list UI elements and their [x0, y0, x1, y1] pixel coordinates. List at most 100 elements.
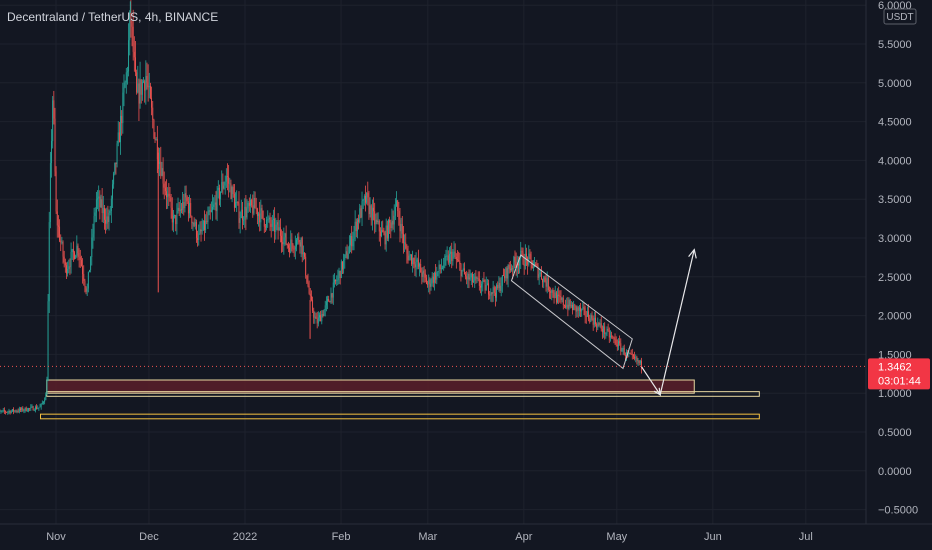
candle [355, 218, 357, 238]
candle [147, 64, 149, 102]
candle-body [529, 253, 531, 255]
candle-body [398, 210, 400, 220]
candle-body [513, 256, 515, 270]
candle-body [112, 184, 113, 199]
candle [427, 280, 429, 288]
candle-body [477, 277, 479, 279]
candle [477, 271, 479, 282]
candle [400, 217, 402, 239]
candle [447, 250, 449, 265]
candle-body [241, 209, 243, 220]
candle [316, 311, 318, 329]
candle-body [94, 212, 96, 216]
candle [161, 161, 163, 177]
candle-body [337, 275, 339, 281]
candle [24, 407, 26, 413]
candle [639, 359, 641, 366]
candle-body [254, 197, 256, 209]
candle-body [565, 305, 567, 308]
candle [401, 216, 403, 244]
candle [297, 233, 299, 245]
candle [5, 410, 6, 415]
candle [537, 263, 539, 281]
candle-body [488, 283, 489, 295]
candle [92, 223, 94, 249]
candle-body [131, 23, 133, 27]
candle [302, 245, 304, 261]
candle [214, 195, 216, 211]
candle-body [167, 193, 169, 198]
candle-body [72, 249, 74, 253]
candle-body [175, 215, 177, 225]
candle [416, 257, 418, 270]
candle [356, 218, 358, 239]
candle [565, 299, 567, 309]
candle-body [197, 237, 199, 241]
candle [273, 209, 274, 232]
candle-body [185, 193, 187, 198]
candle [461, 269, 463, 278]
candle [631, 348, 633, 360]
candle [593, 311, 595, 328]
candle-body [329, 301, 331, 303]
candle [230, 179, 232, 200]
candle-body [500, 285, 502, 291]
candle-body [210, 210, 212, 212]
candle [615, 336, 617, 347]
candle-body [153, 119, 155, 138]
candle [68, 259, 70, 274]
candle [492, 280, 494, 302]
candle-body [201, 229, 203, 232]
candle [183, 193, 185, 216]
candle-body [367, 192, 369, 198]
candle [469, 269, 471, 281]
candle [545, 274, 547, 292]
candle-body [484, 280, 486, 291]
candle [7, 410, 9, 415]
candle [122, 82, 124, 134]
candle-body [198, 233, 200, 241]
candle-body [515, 261, 517, 268]
candle [232, 184, 234, 198]
candle [120, 105, 121, 155]
candle [463, 262, 465, 275]
candle-body [177, 207, 179, 212]
candle-body [551, 290, 553, 293]
candle [574, 303, 576, 311]
candle [268, 215, 270, 223]
candle [71, 248, 73, 261]
candle [261, 204, 263, 219]
candle-body [352, 238, 354, 247]
candle [330, 287, 332, 304]
candle-body [330, 293, 332, 303]
candle-body [409, 254, 411, 256]
candle [584, 305, 586, 324]
candle-body [592, 318, 594, 325]
candle [184, 185, 186, 213]
candle-body [144, 81, 146, 91]
candle [630, 349, 632, 355]
candle-body [572, 304, 573, 311]
candle-body [294, 246, 296, 250]
candle [507, 264, 509, 288]
candle-body [432, 276, 434, 283]
candle-body [268, 217, 270, 220]
candle-body [0, 411, 2, 412]
candle [465, 271, 466, 280]
x-tick-label: Jun [704, 531, 722, 543]
candle [54, 107, 56, 177]
candle [192, 221, 194, 231]
candle-body [369, 205, 371, 215]
candle-body [567, 304, 569, 309]
candle [319, 312, 320, 322]
candle-body [324, 305, 326, 310]
candle [190, 197, 192, 218]
candle-body [563, 305, 565, 306]
candle [313, 307, 315, 324]
candle-body [514, 256, 516, 262]
arrow-head [688, 248, 697, 259]
candle-body [332, 282, 334, 298]
candle [6, 411, 8, 413]
candle-body [450, 251, 452, 254]
